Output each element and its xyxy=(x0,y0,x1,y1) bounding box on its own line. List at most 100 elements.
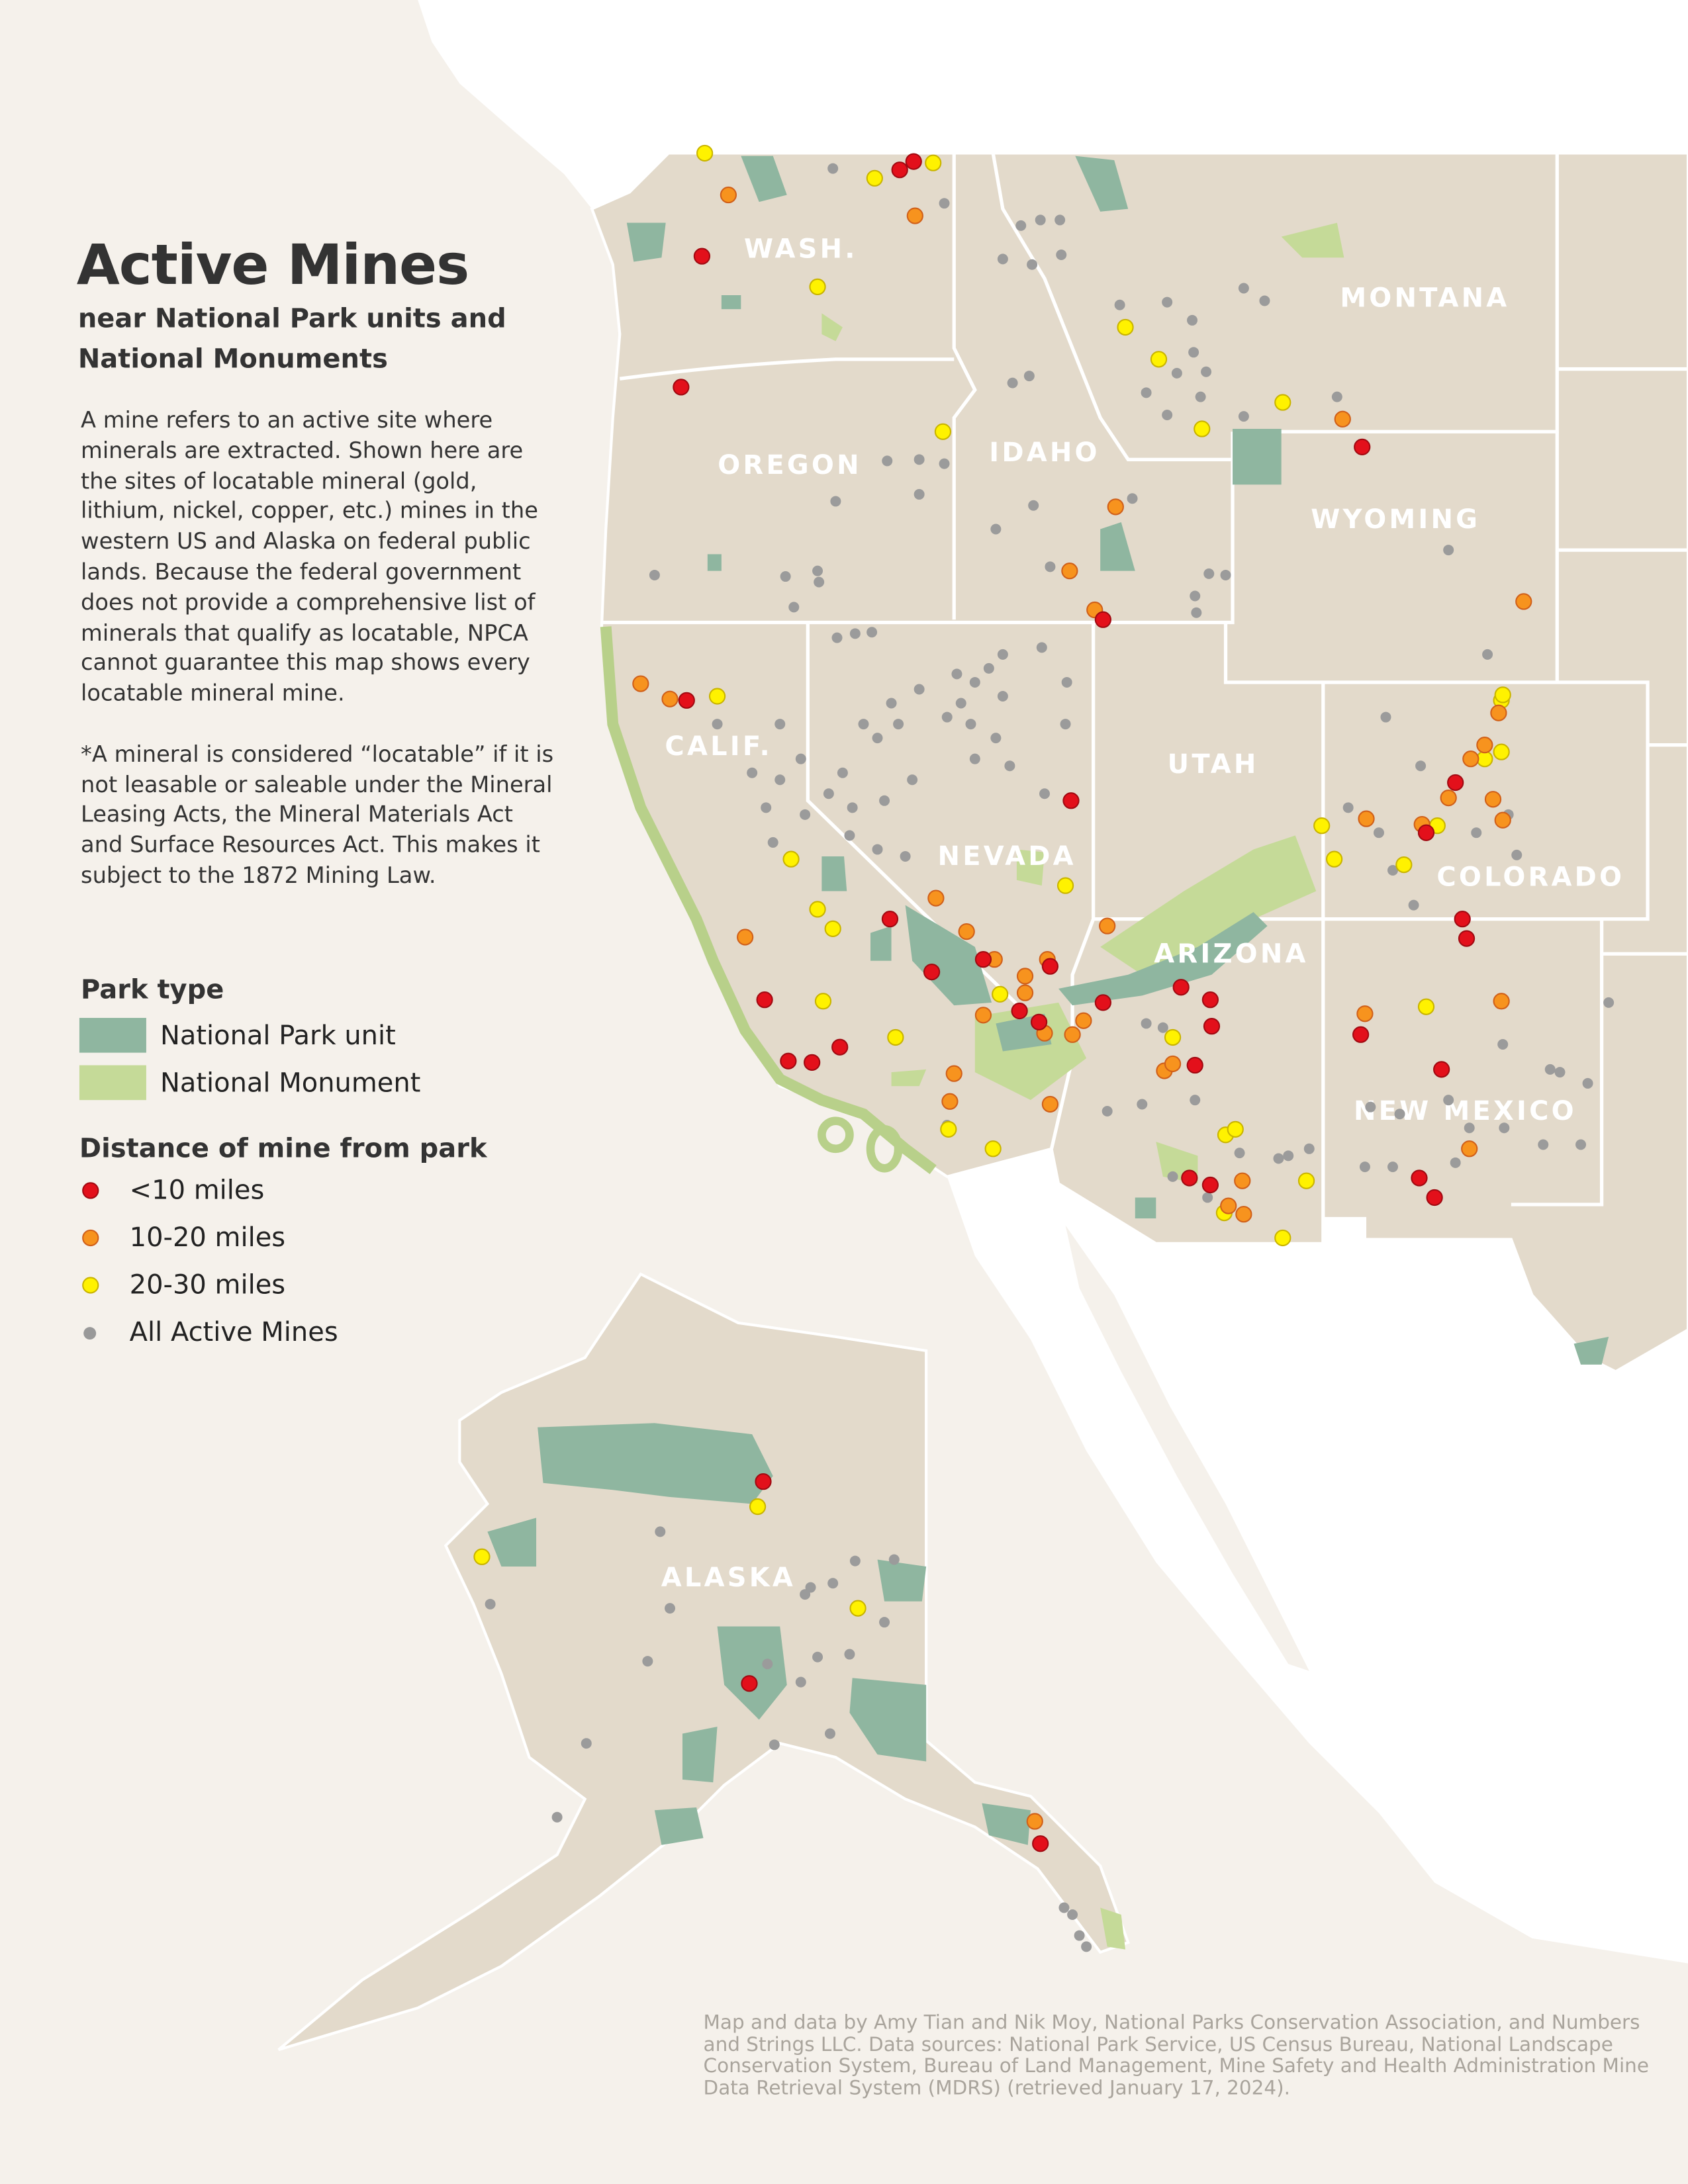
mine-all xyxy=(900,850,911,862)
mine-under-10 xyxy=(673,379,690,396)
mine-under-10 xyxy=(1447,774,1464,792)
mine-all xyxy=(886,698,897,709)
mine-all xyxy=(780,571,791,582)
mine-20-30 xyxy=(1274,1229,1291,1247)
mine-all xyxy=(1027,259,1038,270)
border xyxy=(1557,367,1688,956)
mine-10-20 xyxy=(1220,1197,1237,1214)
mine-under-10 xyxy=(804,1054,821,1071)
mine-all xyxy=(1058,1902,1070,1913)
mine-all xyxy=(655,1526,666,1537)
mine-under-10 xyxy=(905,153,922,170)
mine-under-10 xyxy=(881,911,899,928)
mine-20-30 xyxy=(814,993,832,1010)
monument xyxy=(821,313,843,341)
mine-all xyxy=(1554,1067,1566,1078)
mine-10-20 xyxy=(1334,410,1351,428)
mine-all xyxy=(914,454,925,465)
park xyxy=(1233,429,1282,485)
mine-all xyxy=(1538,1139,1549,1150)
legend-item: National Monument xyxy=(79,1065,421,1101)
mine-all xyxy=(485,1598,496,1610)
legend-item: National Park unit xyxy=(79,1018,396,1053)
monument xyxy=(1016,849,1045,886)
mine-20-30 xyxy=(849,1600,867,1617)
mine-all xyxy=(882,455,893,467)
mine-all xyxy=(1499,1122,1510,1134)
mine-10-20 xyxy=(720,186,737,204)
alaska xyxy=(277,1272,1130,2052)
mine-20-30 xyxy=(866,169,883,187)
mine-under-10 xyxy=(1454,911,1471,928)
dot xyxy=(83,1326,97,1339)
mine-20-30 xyxy=(824,920,841,937)
mine-all xyxy=(849,628,861,639)
mine-under-10 xyxy=(1011,1002,1028,1020)
mine-all xyxy=(581,1738,592,1749)
mine-10-20 xyxy=(1075,1012,1092,1029)
mine-all xyxy=(951,668,962,680)
mine-20-30 xyxy=(1494,686,1511,704)
park xyxy=(870,926,892,961)
mine-10-20 xyxy=(927,889,945,907)
mine-all xyxy=(1060,719,1071,730)
mine-10-20 xyxy=(737,929,754,946)
legend-item: <10 miles xyxy=(79,1175,264,1206)
legend-title: Distance of mine from park xyxy=(79,1133,487,1164)
swatch xyxy=(79,1018,146,1053)
mine-20-30 xyxy=(1117,318,1134,336)
mine-all xyxy=(1067,1909,1078,1920)
mine-10-20 xyxy=(1462,751,1479,768)
paragraph: A mine refers to an active site where mi… xyxy=(81,406,538,707)
mine-20-30 xyxy=(1227,1120,1244,1138)
mine-under-10 xyxy=(1201,991,1219,1009)
mine-all xyxy=(1045,561,1056,572)
mine-under-10 xyxy=(1352,1026,1370,1043)
mine-all xyxy=(997,253,1008,265)
mine-10-20 xyxy=(1476,737,1493,754)
mine-all xyxy=(888,1554,900,1565)
park xyxy=(721,295,741,310)
state-label: NEW MEXICO xyxy=(1354,1096,1577,1126)
mine-10-20 xyxy=(1164,1055,1182,1073)
mine-20-30 xyxy=(1313,817,1331,835)
mine-all xyxy=(983,662,994,674)
mine-all xyxy=(1137,1099,1148,1110)
mine-10-20 xyxy=(1234,1172,1251,1189)
mine-all xyxy=(1167,1171,1178,1182)
mine-under-10 xyxy=(1041,958,1059,975)
mine-all xyxy=(969,676,980,688)
state-label: IDAHO xyxy=(989,437,1100,468)
mine-20-30 xyxy=(473,1548,491,1565)
mine-all xyxy=(1359,1161,1370,1173)
park xyxy=(1135,1197,1156,1219)
mine-all xyxy=(872,733,883,744)
legend-item: 20-30 miles xyxy=(79,1270,285,1300)
state-label: NEVADA xyxy=(938,841,1076,872)
mine-10-20 xyxy=(945,1065,962,1082)
mine-all xyxy=(1195,391,1206,402)
mine-all xyxy=(849,1555,861,1567)
mine-20-30 xyxy=(1395,856,1413,874)
mine-all xyxy=(858,719,869,730)
mine-all xyxy=(990,523,1002,535)
legend-label: All Active Mines xyxy=(129,1317,338,1348)
mine-all xyxy=(665,1603,676,1614)
mine-all xyxy=(1171,367,1182,379)
legend-title: Park type xyxy=(81,974,224,1006)
mine-20-30 xyxy=(940,1120,957,1138)
mine-all xyxy=(847,802,858,813)
mine-all xyxy=(814,576,825,588)
mine-under-10 xyxy=(891,161,908,179)
dot xyxy=(82,1277,99,1294)
mine-10-20 xyxy=(1515,593,1532,610)
mine-all xyxy=(1259,295,1270,306)
state-label: MONTANA xyxy=(1340,283,1509,313)
mine-under-10 xyxy=(678,692,695,709)
park xyxy=(877,1559,927,1602)
mine-all xyxy=(965,719,976,730)
mine-20-30 xyxy=(708,688,726,705)
